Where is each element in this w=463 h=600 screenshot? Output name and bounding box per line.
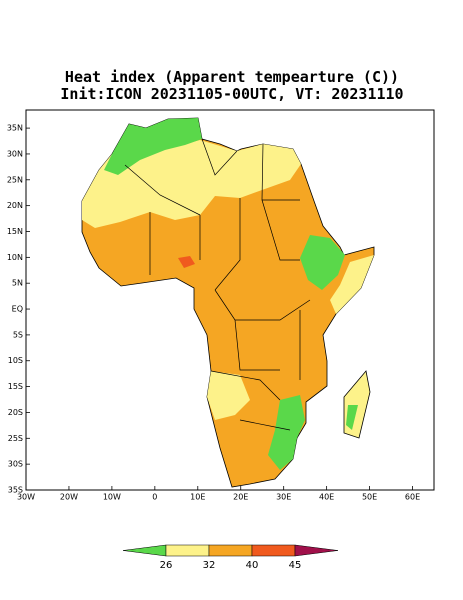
y-tick-label: 30S: [8, 460, 23, 469]
map-layer: [81, 117, 375, 488]
north-coast-cool: [104, 118, 202, 175]
x-tick-label: 50E: [362, 493, 377, 502]
x-tick-label: 40E: [319, 493, 334, 502]
y-tick-label: 20N: [7, 201, 23, 210]
east-coast-mild: [330, 255, 374, 314]
colorbar: 26 32 40 45: [122, 544, 339, 571]
x-tick-label: 10E: [190, 493, 205, 502]
y-tick-label: 20S: [8, 408, 23, 417]
country-borders: [124, 138, 311, 431]
y-tick-label: 15S: [8, 382, 23, 391]
colorbar-label: 26: [160, 560, 173, 571]
colorbar-segment: [165, 544, 210, 557]
colorbar-label: 32: [203, 560, 216, 571]
y-tick-label: 30N: [7, 149, 23, 158]
y-tick-label: 5S: [13, 330, 23, 339]
y-tick-label: 5N: [12, 279, 23, 288]
x-tick-label: 20W: [60, 493, 78, 502]
x-tick-label: 20E: [233, 493, 248, 502]
y-tick-label: EQ: [12, 305, 23, 314]
y-tick-label: 10N: [7, 253, 23, 262]
y-tick-label: 35N: [7, 124, 23, 133]
y-tick-label: 25S: [8, 434, 23, 443]
x-tick-label: 10W: [103, 493, 121, 502]
x-tick-label: 0: [152, 493, 157, 502]
colorbar-high: [294, 544, 339, 557]
colorbar-label: 40: [246, 560, 259, 571]
east-highlands-cool: [300, 235, 345, 290]
x-tick-label: 30W: [17, 493, 35, 502]
y-tick-label: 10S: [8, 356, 23, 365]
title: Heat index (Apparent tempearture (C)): [65, 68, 399, 86]
southeast-cool: [268, 395, 305, 470]
subtitle: Init:ICON 20231105-00UTC, VT: 20231110: [60, 85, 403, 103]
y-tick-label: 25N: [7, 175, 23, 184]
colorbar-segment: [208, 544, 253, 557]
colorbar-segment: [251, 544, 296, 557]
madagascar-cool: [346, 405, 358, 430]
axis-ticks: 30W 20W 10W 0 10E 20E 30E 40E 50E 60E 35S 30S 25S 20S…: [7, 124, 420, 502]
colorbar-label: 45: [289, 560, 302, 571]
y-tick-label: 35S: [8, 486, 23, 495]
colorbar-low: [122, 544, 167, 557]
hot-spot: [178, 256, 195, 268]
x-tick-label: 60E: [405, 493, 420, 502]
south-mild: [207, 371, 250, 420]
y-tick-label: 15N: [7, 227, 23, 236]
x-tick-label: 30E: [276, 493, 291, 502]
